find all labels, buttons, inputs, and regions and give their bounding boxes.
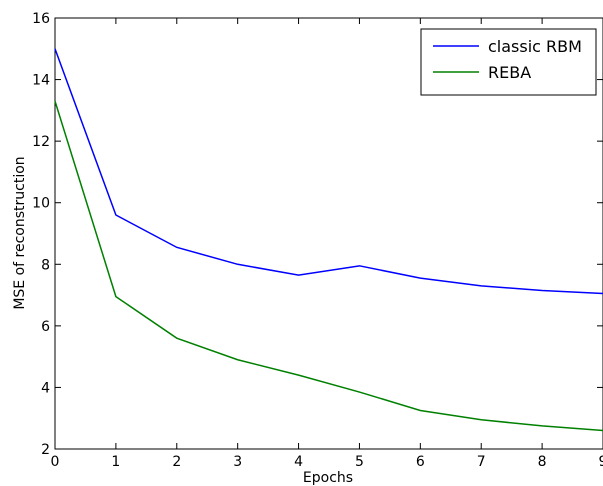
legend-label-reba: REBA: [488, 63, 531, 82]
y-tick-label: 16: [32, 11, 50, 27]
x-tick-label: 5: [355, 454, 364, 470]
x-tick-label: 1: [111, 454, 120, 470]
y-tick-label: 4: [41, 380, 50, 396]
series-line-reba: [54, 100, 603, 432]
plot-area: 0123456789246810121416: [32, 11, 603, 470]
y-axis-label: MSE of reconstruction: [12, 156, 28, 309]
y-tick-label: 10: [32, 196, 50, 212]
legend-box: [420, 28, 597, 96]
x-axis-label: Epochs: [303, 470, 353, 486]
x-tick-label: 8: [538, 454, 547, 470]
legend-label-classic-rbm: classic RBM: [488, 37, 582, 56]
x-tick-label: 4: [294, 454, 303, 470]
y-tick-label: 8: [41, 257, 50, 273]
y-tick-label: 12: [32, 134, 50, 150]
legend: classic RBM REBA: [420, 28, 597, 96]
x-tick-label: 7: [477, 454, 486, 470]
x-tick-label: 6: [416, 454, 425, 470]
y-tick-label: 6: [41, 319, 50, 335]
x-tick-label: 0: [51, 454, 60, 470]
plot-frame: [54, 17, 603, 450]
x-tick-label: 2: [172, 454, 181, 470]
x-tick-label: 3: [233, 454, 242, 470]
series-line-classic-rbm: [54, 48, 603, 295]
y-tick-label: 2: [41, 442, 50, 458]
x-tick-label: 9: [599, 454, 603, 470]
y-tick-label: 14: [32, 73, 50, 89]
